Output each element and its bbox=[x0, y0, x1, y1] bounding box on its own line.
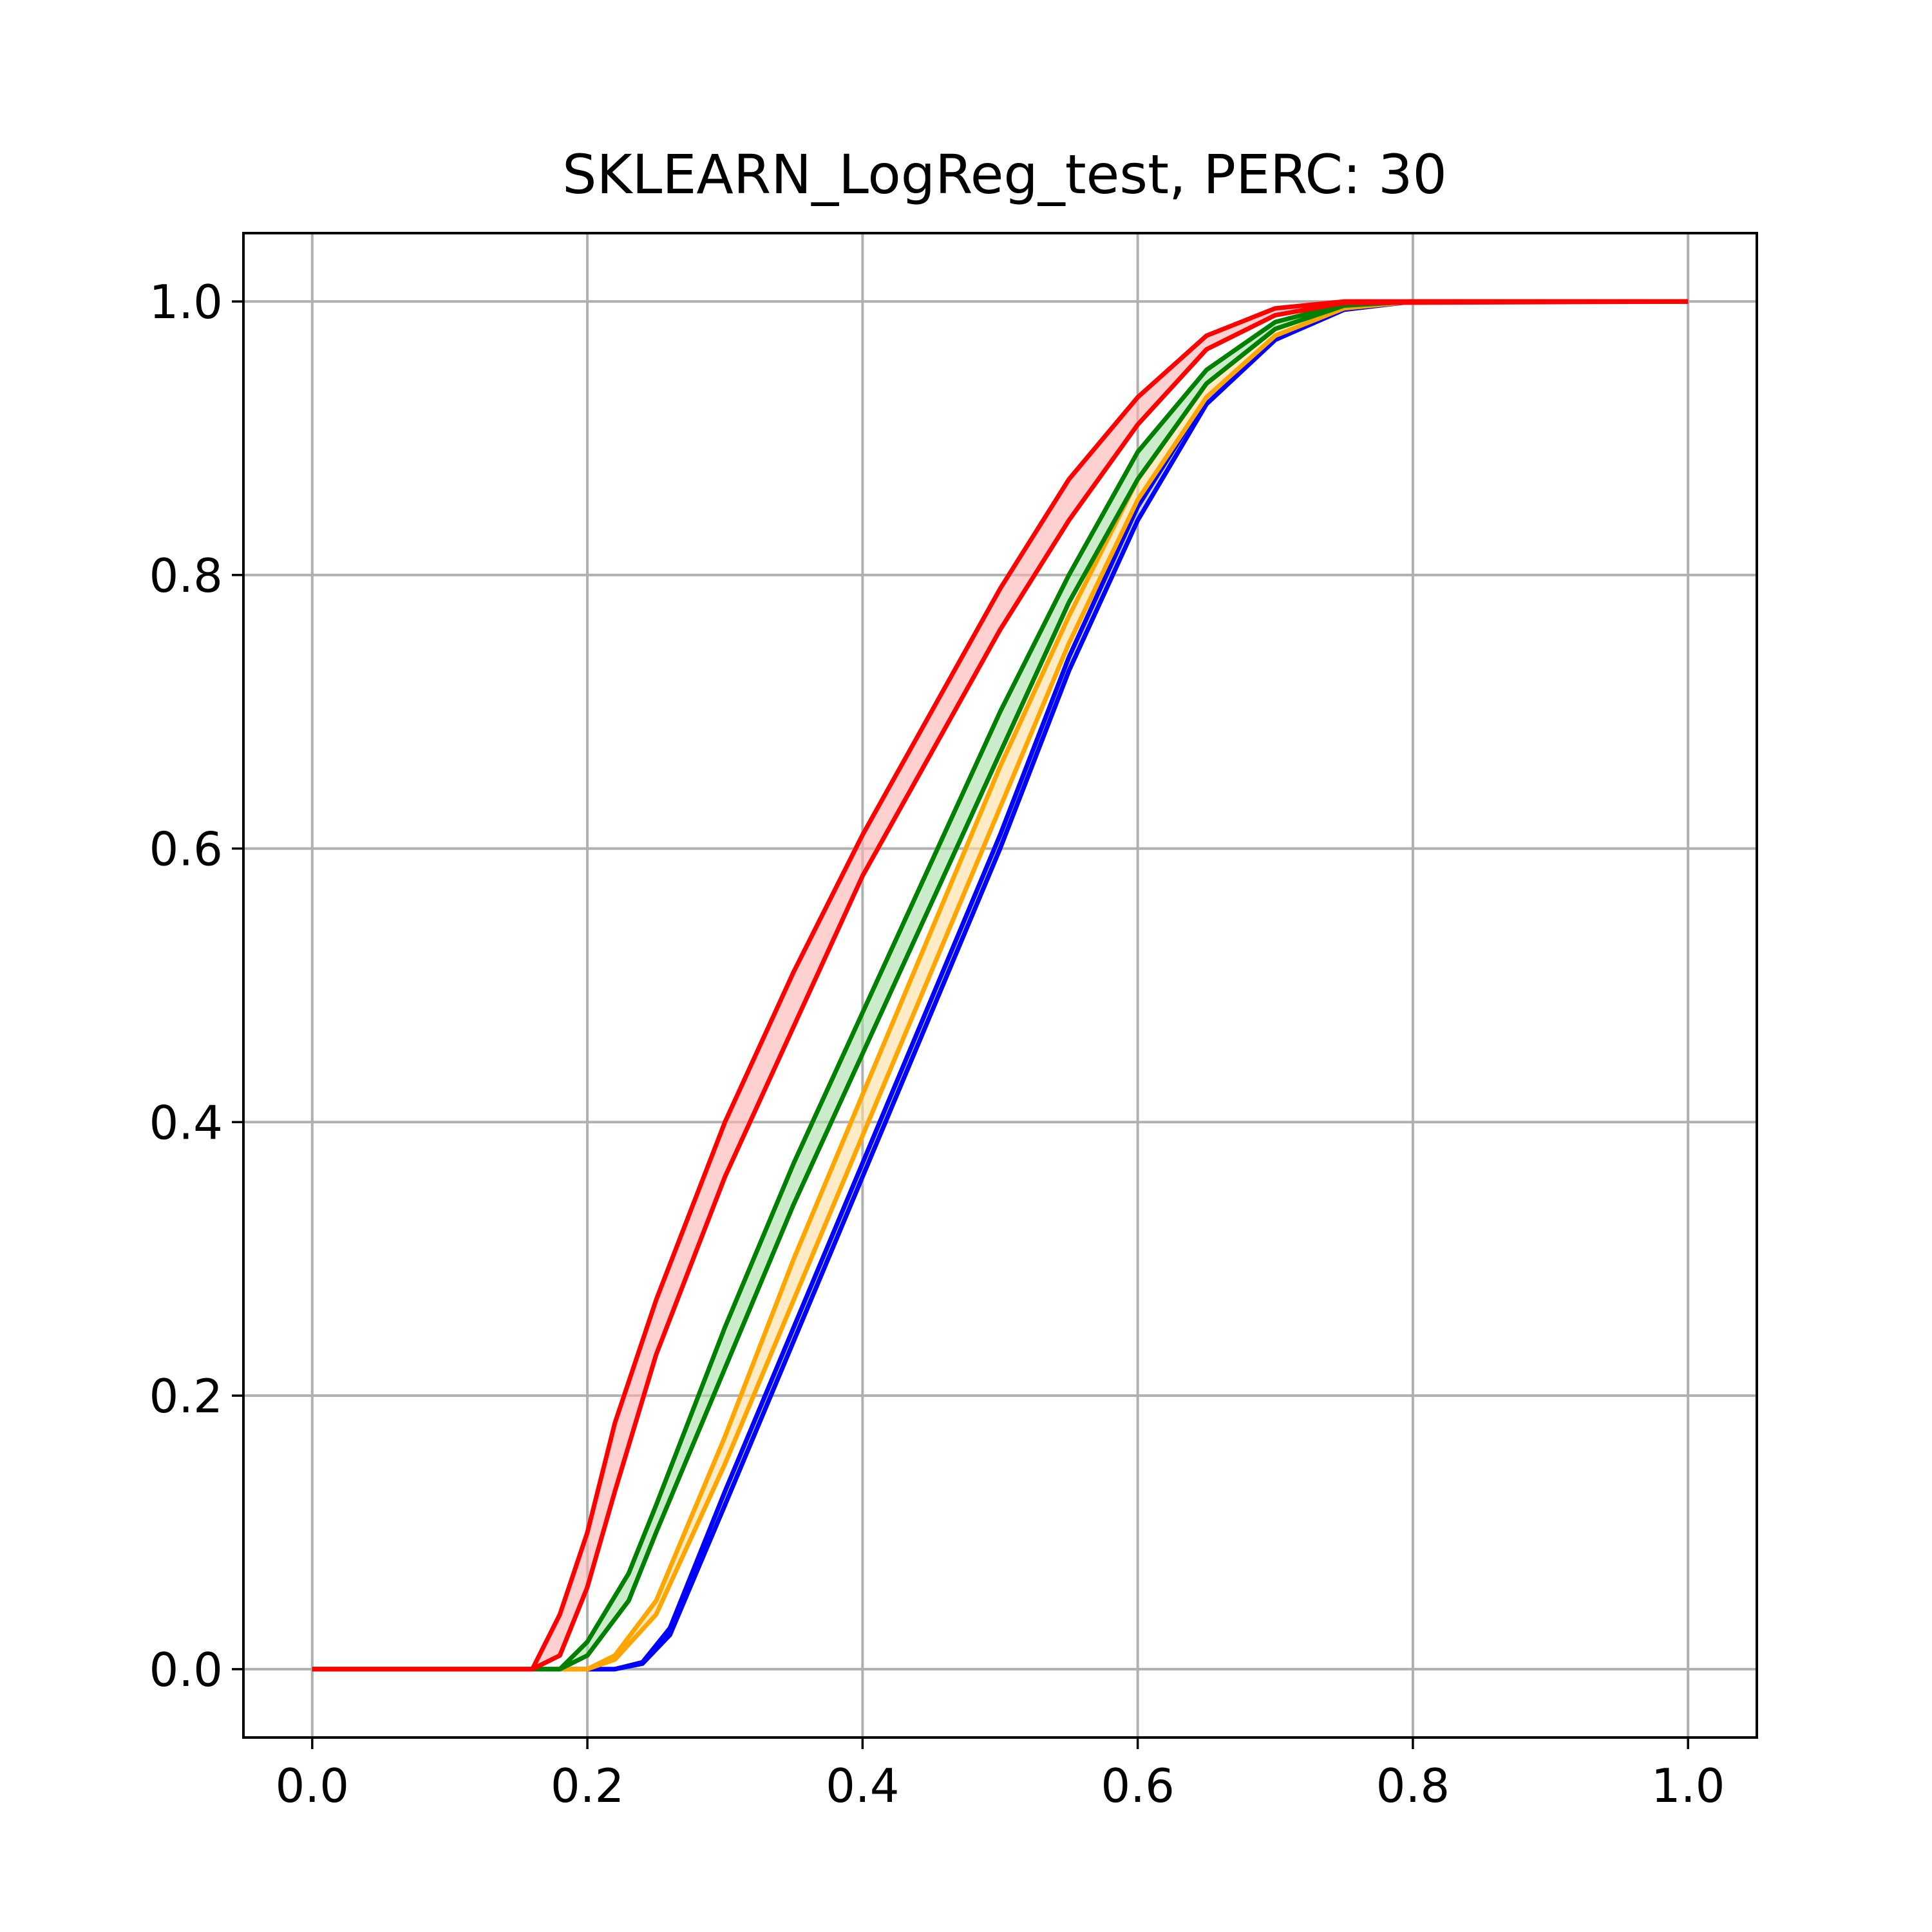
y-tick-label: 0.8 bbox=[149, 549, 223, 603]
y-tick-label: 0.4 bbox=[149, 1095, 223, 1150]
x-tick-label: 0.0 bbox=[276, 1759, 350, 1813]
chart-title: SKLEARN_LogReg_test, PERC: 30 bbox=[562, 143, 1447, 206]
y-tick-label: 0.6 bbox=[149, 822, 223, 876]
series-4-lower-line bbox=[312, 299, 1689, 1672]
x-tick-label: 0.8 bbox=[1376, 1759, 1450, 1813]
y-tick-label: 0.0 bbox=[149, 1643, 223, 1697]
axis-ticks: 0.0 0.2 0.4 0.6 0.8 1.0 0.0 0.2 0.4 0.6 0.8 1.0 bbox=[149, 275, 1725, 1813]
confidence-band-4 bbox=[312, 301, 1689, 1669]
series-3-lower-line bbox=[312, 299, 1689, 1672]
y-tick-label: 0.2 bbox=[149, 1369, 223, 1423]
series-4-upper-line bbox=[312, 299, 1689, 1672]
x-tick-label: 1.0 bbox=[1651, 1759, 1725, 1813]
series-3-upper-line bbox=[312, 299, 1689, 1672]
x-tick-label: 0.2 bbox=[551, 1759, 625, 1813]
x-tick-label: 0.4 bbox=[826, 1759, 900, 1813]
x-tick-label: 0.6 bbox=[1101, 1759, 1175, 1813]
axes-frame bbox=[242, 232, 1758, 1739]
series-2-lower-line bbox=[312, 299, 1689, 1672]
y-tick-label: 1.0 bbox=[149, 275, 223, 329]
plot-area bbox=[312, 299, 1689, 1672]
grid bbox=[243, 233, 1757, 1738]
